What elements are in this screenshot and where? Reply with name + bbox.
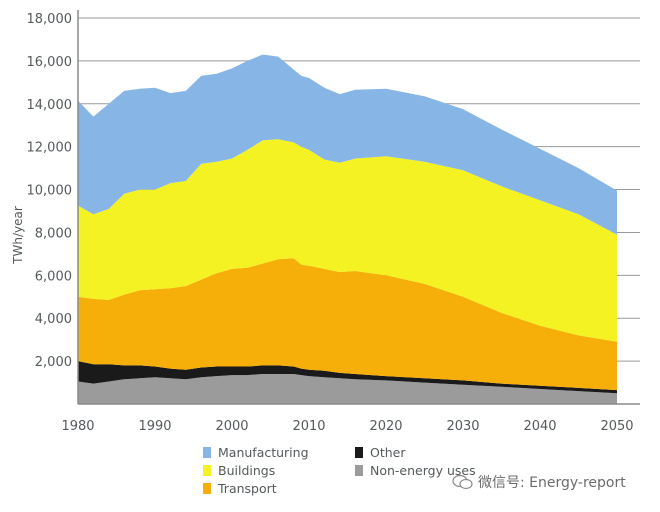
y-tick-label: 14,000 — [27, 98, 73, 113]
legend-swatch — [355, 447, 363, 458]
x-tick-label: 2010 — [292, 419, 325, 434]
y-tick-label: 8,000 — [35, 226, 72, 241]
area-manufacturing — [78, 54, 617, 235]
legend-label: Non-energy uses — [370, 463, 476, 478]
y-tick-label: 6,000 — [35, 269, 72, 284]
watermark: 微信号: Energy-report — [452, 472, 626, 492]
area-buildings — [78, 139, 617, 342]
y-axis-label: TWh/year — [11, 206, 25, 265]
legend-label: Buildings — [218, 463, 276, 478]
area-other — [78, 361, 617, 394]
stacked-areas — [78, 54, 617, 404]
y-tick-label: 12,000 — [27, 141, 73, 156]
legend-item-other: Other — [355, 445, 406, 460]
y-tick-label: 18,000 — [27, 12, 73, 27]
legend-swatch — [203, 447, 211, 458]
x-tick-label: 2000 — [215, 419, 248, 434]
area-transport — [78, 258, 617, 391]
legend-label: Manufacturing — [218, 445, 309, 460]
legend: Manufacturing Buildings Transport Other … — [203, 445, 523, 505]
y-tick-labels: 2,000 4,000 6,000 8,000 10,000 12,000 14,000 16… — [27, 12, 73, 370]
watermark-text: 微信号: Energy-report — [478, 475, 626, 491]
x-tick-label: 1990 — [138, 419, 171, 434]
legend-label: Transport — [218, 481, 277, 496]
legend-item-transport: Transport — [203, 481, 277, 496]
legend-item-buildings: Buildings — [203, 463, 275, 478]
legend-item-non-energy-uses: Non-energy uses — [355, 463, 476, 478]
area-non-energy-uses — [78, 374, 617, 404]
y-tick-label: 16,000 — [27, 55, 73, 70]
x-tick-label: 2030 — [446, 419, 479, 434]
legend-label: Other — [370, 445, 406, 460]
wechat-icon — [452, 474, 473, 490]
y-tick-label: 2,000 — [35, 355, 72, 370]
legend-swatch — [203, 465, 211, 476]
y-tick-label: 10,000 — [27, 184, 73, 199]
legend-swatch — [355, 465, 363, 476]
x-tick-label: 2020 — [369, 419, 402, 434]
legend-swatch — [203, 483, 211, 494]
y-tick-label: 4,000 — [35, 312, 72, 327]
x-tick-label: 2050 — [600, 419, 633, 434]
legend-item-manufacturing: Manufacturing — [203, 445, 309, 460]
x-tick-labels: 1980 1990 2000 2010 2020 2030 2040 2050 — [61, 419, 633, 434]
x-tick-label: 2040 — [523, 419, 556, 434]
x-tick-label: 1980 — [61, 419, 94, 434]
